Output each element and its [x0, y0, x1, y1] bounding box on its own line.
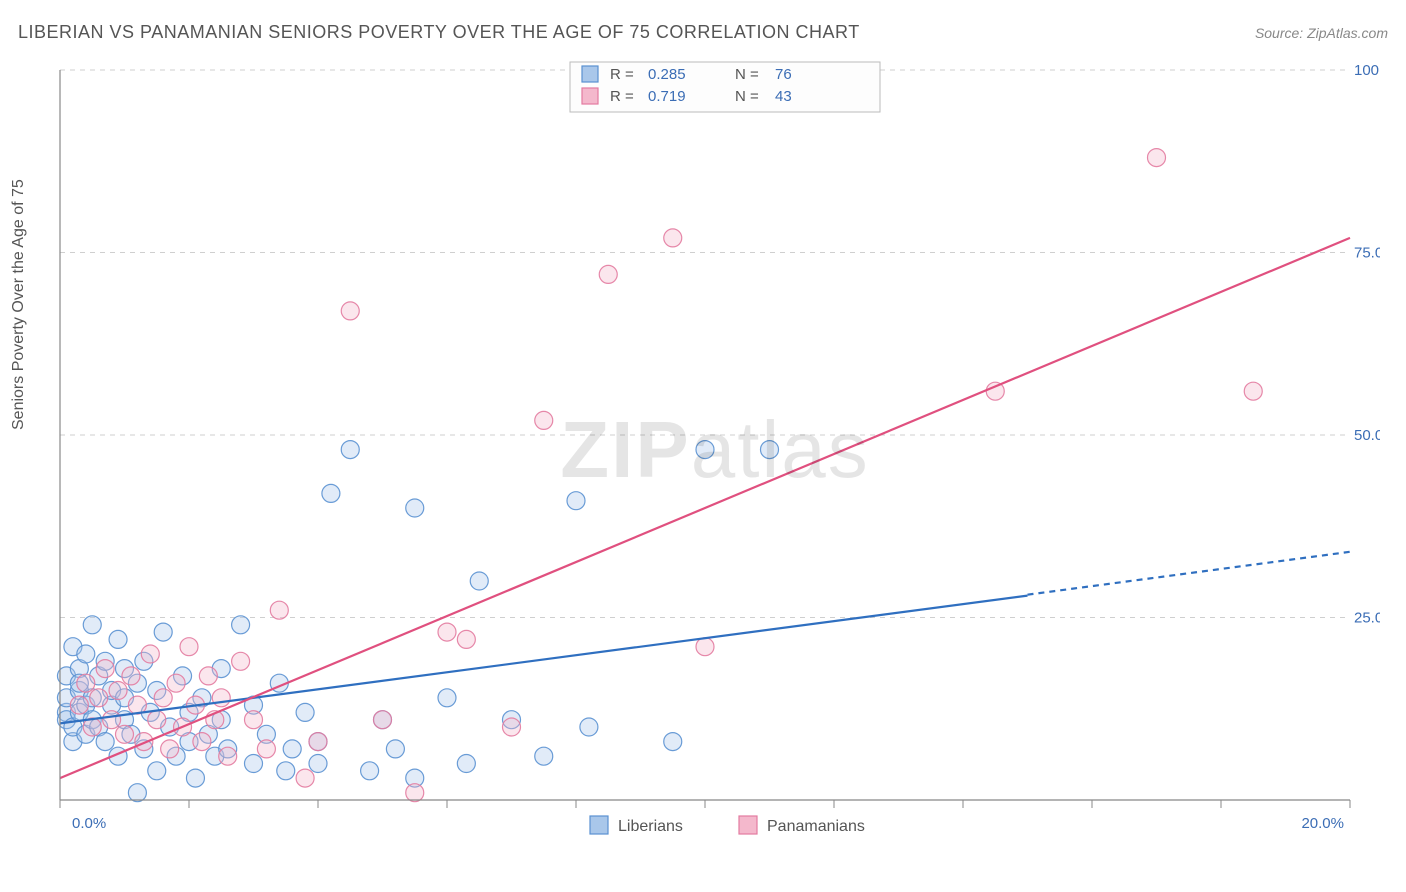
data-point [116, 725, 134, 743]
source-name: ZipAtlas.com [1307, 25, 1388, 41]
data-point [180, 638, 198, 656]
data-point [148, 762, 166, 780]
regression-line [60, 596, 1028, 724]
data-point [167, 674, 185, 692]
data-point [296, 769, 314, 787]
legend-n-value: 76 [775, 66, 792, 83]
data-point [374, 711, 392, 729]
data-point [70, 696, 88, 714]
data-point [135, 733, 153, 751]
data-point [232, 652, 250, 670]
data-point [535, 747, 553, 765]
y-tick-label: 25.0% [1354, 610, 1380, 627]
data-point [761, 441, 779, 459]
data-point [438, 623, 456, 641]
data-point [277, 762, 295, 780]
legend-swatch [739, 816, 757, 834]
source-prefix: Source: [1255, 25, 1307, 41]
data-point [109, 630, 127, 648]
data-point [109, 682, 127, 700]
y-tick-label: 50.0% [1354, 427, 1380, 444]
data-point [503, 718, 521, 736]
data-point [245, 711, 263, 729]
data-point [296, 703, 314, 721]
data-point [154, 689, 172, 707]
source-attribution: Source: ZipAtlas.com [1255, 25, 1388, 41]
legend-r-value: 0.285 [648, 66, 686, 83]
data-point [406, 784, 424, 802]
data-point [148, 711, 166, 729]
data-point [309, 755, 327, 773]
data-point [535, 411, 553, 429]
data-point [232, 616, 250, 634]
data-point [186, 769, 204, 787]
legend-swatch [582, 88, 598, 104]
legend-r-label: R = [610, 88, 634, 105]
data-point [580, 718, 598, 736]
data-point [122, 667, 140, 685]
data-point [406, 499, 424, 517]
data-point [1244, 382, 1262, 400]
data-point [386, 740, 404, 758]
data-point [161, 740, 179, 758]
data-point [103, 711, 121, 729]
data-point [457, 630, 475, 648]
data-point [696, 441, 714, 459]
data-point [77, 674, 95, 692]
data-point [257, 740, 275, 758]
data-point [309, 733, 327, 751]
data-point [83, 616, 101, 634]
data-point [141, 645, 159, 663]
legend-n-label: N = [735, 88, 759, 105]
legend-n-label: N = [735, 66, 759, 83]
data-point [270, 601, 288, 619]
data-point [322, 484, 340, 502]
chart-plot: 25.0% 50.0% 75.0% 100.0% 0.0% 20.0% R = 0.285 N … [50, 60, 1380, 840]
data-point [96, 733, 114, 751]
data-point [154, 623, 172, 641]
data-point [245, 755, 263, 773]
legend-series-label: Liberians [618, 818, 683, 835]
data-point [599, 265, 617, 283]
data-point [128, 784, 146, 802]
data-point [1148, 149, 1166, 167]
data-point [341, 302, 359, 320]
legend-r-value: 0.719 [648, 88, 686, 105]
chart-title: LIBERIAN VS PANAMANIAN SENIORS POVERTY O… [18, 22, 860, 43]
y-tick-label: 100.0% [1354, 62, 1380, 79]
data-point [438, 689, 456, 707]
data-point [219, 747, 237, 765]
series-legend: Liberians Panamanians [590, 816, 865, 835]
data-point [199, 667, 217, 685]
regression-line [60, 238, 1350, 778]
y-tick-label: 75.0% [1354, 245, 1380, 262]
regression-line-dashed [1028, 552, 1351, 595]
legend-swatch [582, 66, 598, 82]
data-point [212, 689, 230, 707]
data-point [664, 229, 682, 247]
data-point [457, 755, 475, 773]
data-point [696, 638, 714, 656]
data-point [283, 740, 301, 758]
legend-n-value: 43 [775, 88, 792, 105]
data-point [193, 733, 211, 751]
legend-series-label: Panamanians [767, 818, 865, 835]
y-axis-label: Seniors Poverty Over the Age of 75 [10, 179, 28, 430]
data-point [96, 660, 114, 678]
data-point [470, 572, 488, 590]
legend-swatch [590, 816, 608, 834]
legend-r-label: R = [610, 66, 634, 83]
data-point [341, 441, 359, 459]
data-point [77, 645, 95, 663]
data-point [361, 762, 379, 780]
data-point [664, 733, 682, 751]
x-tick-label: 0.0% [72, 815, 106, 832]
data-point [90, 689, 108, 707]
x-tick-label: 20.0% [1301, 815, 1344, 832]
data-point [567, 492, 585, 510]
